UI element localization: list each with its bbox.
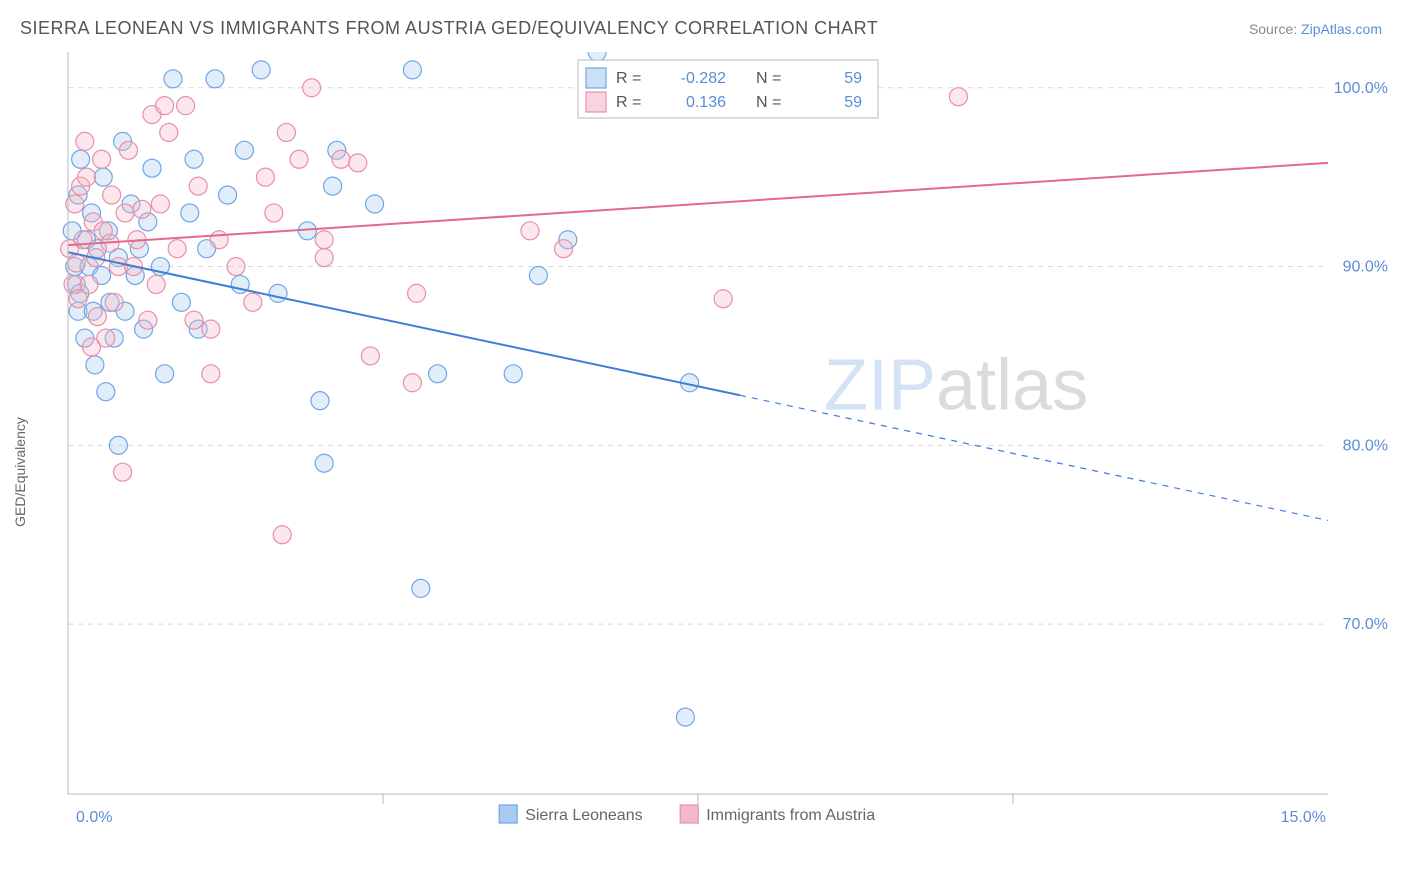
plot-area: GED/Equivalency 70.0%80.0%90.0%100.0%ZIP… (28, 52, 1406, 892)
y-tick-label: 100.0% (1334, 80, 1388, 97)
stat-n-value: 59 (844, 94, 862, 111)
y-axis-label: GED/Equivalency (12, 417, 28, 527)
source-link[interactable]: ZipAtlas.com (1301, 21, 1382, 37)
svg-text:R =: R = (616, 70, 641, 87)
y-tick-label: 70.0% (1343, 616, 1388, 633)
stat-r-value: -0.282 (681, 70, 726, 87)
stat-r-value: 0.136 (686, 94, 726, 111)
legend-item-label: Immigrants from Austria (706, 807, 875, 824)
stats-box: R = -0.282 N = 59 R = 0.136 N = 59 (578, 60, 878, 118)
legend-item-label: Sierra Leoneans (525, 807, 642, 824)
svg-text:N =: N = (756, 70, 781, 87)
chart-svg: 70.0% 80.0% 90.0% 100.0% ZIPatlas 0.0% 15.0% Si… (48, 52, 1398, 842)
chart-title: SIERRA LEONEAN VS IMMIGRANTS FROM AUSTRI… (20, 18, 878, 39)
y-tick-label: 90.0% (1343, 259, 1388, 276)
svg-text:R =: R = (616, 94, 641, 111)
x-tick-label: 15.0% (1281, 809, 1326, 826)
svg-text:N =: N = (756, 94, 781, 111)
legend-bottom: Sierra Leoneans Immigrants from Austria (499, 805, 875, 824)
source-label: Source: ZipAtlas.com (1249, 21, 1382, 37)
source-prefix: Source: (1249, 21, 1301, 37)
watermark: ZIPatlas (824, 346, 1088, 426)
x-tick-label: 0.0% (76, 809, 112, 826)
header-row: SIERRA LEONEAN VS IMMIGRANTS FROM AUSTRI… (20, 18, 1382, 39)
y-tick-label: 80.0% (1343, 437, 1388, 454)
stat-n-value: 59 (844, 70, 862, 87)
